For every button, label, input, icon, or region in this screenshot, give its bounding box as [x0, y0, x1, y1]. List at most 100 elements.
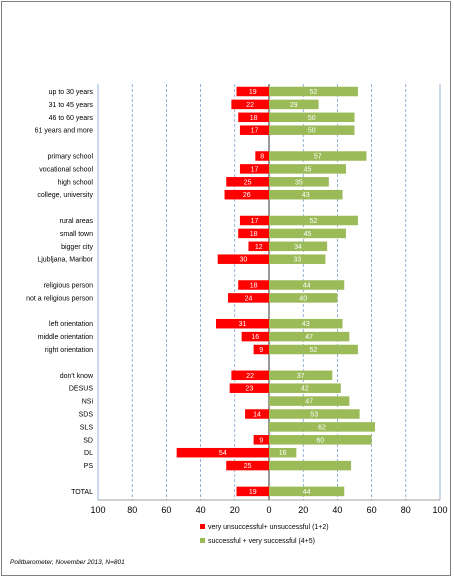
data-label: 57	[314, 154, 322, 161]
bar-unsuccessful	[255, 151, 269, 161]
tick-label: 40	[332, 505, 342, 515]
data-label: 0	[262, 399, 266, 406]
bar-unsuccessful	[224, 189, 269, 200]
data-label: 16	[279, 450, 287, 457]
bar-successful	[269, 318, 343, 329]
bar-unsuccessful	[239, 125, 269, 135]
category-label: left orientation	[49, 321, 93, 328]
tick-label: 80	[127, 505, 137, 515]
category-label: don't know	[60, 373, 94, 380]
legend-swatch	[200, 538, 205, 543]
bar-successful	[269, 241, 328, 252]
bar-successful	[269, 86, 358, 97]
data-label: 43	[302, 192, 310, 199]
bar-unsuccessful	[236, 86, 269, 97]
category-label: up to 30 years	[49, 89, 94, 96]
data-label: 45	[304, 231, 312, 238]
data-label: 47	[305, 399, 313, 406]
data-label: 17	[251, 128, 259, 135]
bar-successful	[269, 396, 350, 406]
bar-unsuccessful	[229, 383, 269, 393]
legend-swatch	[200, 524, 205, 529]
data-label: 18	[250, 231, 258, 238]
data-label: 29	[290, 102, 298, 109]
bar-successful	[269, 164, 346, 174]
bar-successful	[269, 422, 376, 432]
data-label: 30	[239, 257, 247, 264]
bar-successful	[269, 215, 358, 226]
bar-successful	[269, 99, 319, 110]
data-label: 54	[219, 450, 227, 457]
bar-unsuccessful	[231, 99, 269, 110]
tick-label: 60	[367, 505, 377, 515]
data-label: 26	[243, 192, 251, 199]
tick-label: 100	[432, 505, 447, 515]
data-label: 14	[253, 412, 261, 419]
legend-entry: very unsuccessful+ unsuccessful (1+2)	[208, 524, 329, 531]
bar-unsuccessful	[226, 177, 269, 187]
data-label: 25	[244, 463, 252, 470]
tick-label: 40	[196, 505, 206, 515]
x-axis: 100 80 60 40 20 0 20 40 60 80 100	[90, 499, 448, 515]
data-label: 16	[251, 334, 259, 341]
category-label: not a religious person	[26, 295, 93, 302]
data-label: 47	[305, 334, 313, 341]
data-label: 8	[260, 154, 264, 161]
bar-unsuccessful	[253, 344, 269, 355]
data-label: 42	[301, 386, 309, 393]
data-label: 44	[303, 489, 311, 496]
bar-successful	[269, 409, 360, 419]
data-label: 17	[251, 218, 259, 225]
category-label: DESUS	[69, 386, 93, 393]
bar-unsuccessful	[238, 112, 269, 123]
bar-successful	[269, 293, 338, 303]
category-label: rural areas	[60, 218, 94, 225]
data-label: 19	[249, 89, 257, 96]
bar-successful	[269, 280, 345, 290]
category-label: PS	[84, 463, 94, 470]
data-label: 12	[255, 244, 263, 251]
bar-unsuccessful	[239, 164, 269, 174]
bar-unsuccessful	[231, 370, 269, 381]
data-label: 22	[246, 102, 254, 109]
bar-successful	[269, 435, 372, 445]
source-note: Politbarometer, November 2013, N=801	[10, 559, 125, 566]
tick-label: 20	[298, 505, 308, 515]
data-label: 34	[294, 244, 302, 251]
category-label: right orientation	[45, 347, 93, 354]
category-label: bigger city	[61, 244, 93, 251]
bar-unsuccessful	[215, 318, 269, 329]
bar-successful	[269, 383, 341, 393]
category-label: 61 years and more	[35, 128, 93, 135]
category-label: SDS	[79, 412, 94, 419]
category-label: vocational school	[39, 166, 93, 173]
category-label: SLS	[80, 424, 94, 431]
data-label: 31	[239, 321, 247, 328]
data-label: 40	[299, 295, 307, 302]
bar-successful	[269, 486, 345, 497]
bar-successful	[269, 331, 350, 342]
bar-unsuccessful	[227, 293, 269, 303]
bar-successful	[269, 177, 329, 187]
tick-label: 0	[266, 505, 271, 515]
bar-successful	[269, 228, 346, 239]
category-label: SD	[83, 437, 93, 444]
data-label: 52	[310, 89, 318, 96]
data-label: 18	[250, 115, 258, 122]
category-label: 46 to 60 years	[49, 115, 94, 122]
diverging-bar-chart: 19 52 22 29 18 50 17 50 8 57 17 45 25 35 26 43 17 52 18 45 1…	[26, 84, 448, 545]
data-label: 0	[262, 424, 266, 431]
tick-label: 20	[230, 505, 240, 515]
data-label: 17	[251, 166, 259, 173]
tick-label: 80	[401, 505, 411, 515]
bar-unsuccessful	[239, 215, 269, 226]
bar-successful	[269, 460, 352, 471]
bar-successful	[269, 447, 297, 458]
category-labels: up to 30 years 31 to 45 years 46 to 60 yea…	[26, 89, 94, 496]
category-label: college, university	[37, 192, 93, 199]
data-label: 53	[310, 412, 318, 419]
data-label: 33	[293, 257, 301, 264]
bar-successful	[269, 112, 355, 123]
data-label: 9	[259, 347, 263, 354]
